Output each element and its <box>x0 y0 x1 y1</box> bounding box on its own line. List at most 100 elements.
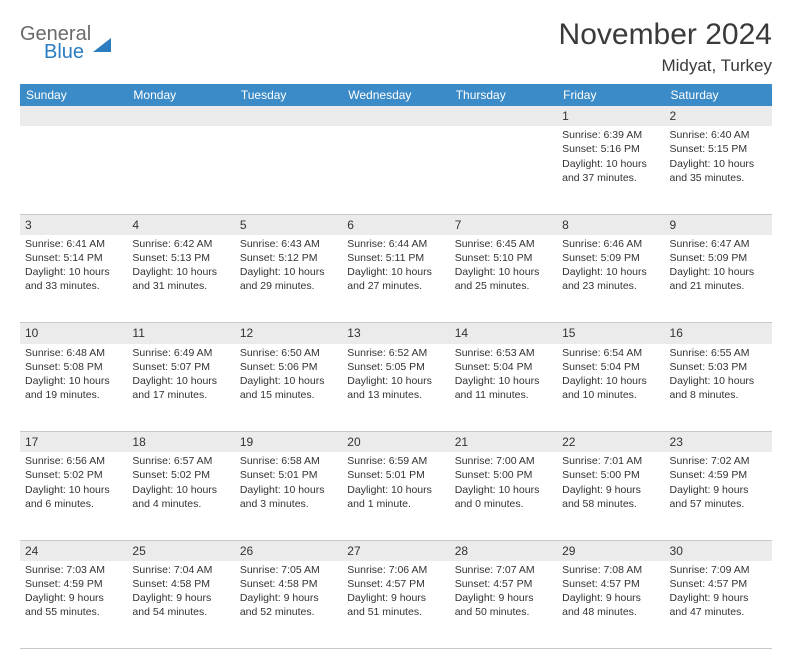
daylight-line: Daylight: 10 hours and 29 minutes. <box>240 265 337 293</box>
day-number <box>342 106 449 126</box>
day-cell: Sunrise: 6:48 AMSunset: 5:08 PMDaylight:… <box>20 344 127 432</box>
sunrise-line: Sunrise: 6:43 AM <box>240 237 337 251</box>
sunrise-line: Sunrise: 7:02 AM <box>670 454 767 468</box>
daylight-line: Daylight: 10 hours and 3 minutes. <box>240 483 337 511</box>
day-number: 1 <box>557 106 664 126</box>
day-cell: Sunrise: 6:49 AMSunset: 5:07 PMDaylight:… <box>127 344 234 432</box>
sunrise-line: Sunrise: 6:47 AM <box>670 237 767 251</box>
day-cell <box>20 126 127 214</box>
sunrise-line: Sunrise: 7:06 AM <box>347 563 444 577</box>
sunrise-line: Sunrise: 7:01 AM <box>562 454 659 468</box>
sunset-line: Sunset: 5:01 PM <box>347 468 444 482</box>
weekday-header: Saturday <box>665 84 772 106</box>
sunrise-line: Sunrise: 6:41 AM <box>25 237 122 251</box>
day-cell: Sunrise: 6:54 AMSunset: 5:04 PMDaylight:… <box>557 344 664 432</box>
day-data-row: Sunrise: 6:56 AMSunset: 5:02 PMDaylight:… <box>20 452 772 540</box>
daylight-line: Daylight: 9 hours and 57 minutes. <box>670 483 767 511</box>
daylight-line: Daylight: 10 hours and 0 minutes. <box>455 483 552 511</box>
day-cell <box>235 126 342 214</box>
day-cell: Sunrise: 6:40 AMSunset: 5:15 PMDaylight:… <box>665 126 772 214</box>
daylight-line: Daylight: 10 hours and 33 minutes. <box>25 265 122 293</box>
sunset-line: Sunset: 4:58 PM <box>132 577 229 591</box>
day-number: 8 <box>557 214 664 235</box>
header: General Blue November 2024 Midyat, Turke… <box>20 18 772 76</box>
sunset-line: Sunset: 4:57 PM <box>455 577 552 591</box>
day-number: 22 <box>557 432 664 453</box>
location-subtitle: Midyat, Turkey <box>559 56 772 76</box>
day-cell: Sunrise: 7:04 AMSunset: 4:58 PMDaylight:… <box>127 561 234 649</box>
day-number <box>20 106 127 126</box>
day-number: 2 <box>665 106 772 126</box>
daylight-line: Daylight: 10 hours and 17 minutes. <box>132 374 229 402</box>
day-cell: Sunrise: 6:46 AMSunset: 5:09 PMDaylight:… <box>557 235 664 323</box>
day-cell: Sunrise: 7:00 AMSunset: 5:00 PMDaylight:… <box>450 452 557 540</box>
day-number: 4 <box>127 214 234 235</box>
sunrise-line: Sunrise: 6:53 AM <box>455 346 552 360</box>
day-number: 19 <box>235 432 342 453</box>
sunset-line: Sunset: 5:09 PM <box>562 251 659 265</box>
daylight-line: Daylight: 10 hours and 19 minutes. <box>25 374 122 402</box>
sunrise-line: Sunrise: 6:52 AM <box>347 346 444 360</box>
sunrise-line: Sunrise: 6:39 AM <box>562 128 659 142</box>
daylight-line: Daylight: 10 hours and 21 minutes. <box>670 265 767 293</box>
sunset-line: Sunset: 5:15 PM <box>670 142 767 156</box>
day-number: 14 <box>450 323 557 344</box>
day-cell: Sunrise: 7:01 AMSunset: 5:00 PMDaylight:… <box>557 452 664 540</box>
sunset-line: Sunset: 5:03 PM <box>670 360 767 374</box>
sunset-line: Sunset: 5:10 PM <box>455 251 552 265</box>
sunrise-line: Sunrise: 7:00 AM <box>455 454 552 468</box>
day-number: 6 <box>342 214 449 235</box>
day-number: 26 <box>235 540 342 561</box>
sunset-line: Sunset: 5:01 PM <box>240 468 337 482</box>
day-number <box>450 106 557 126</box>
weekday-header: Wednesday <box>342 84 449 106</box>
daylight-line: Daylight: 10 hours and 37 minutes. <box>562 157 659 185</box>
day-number: 28 <box>450 540 557 561</box>
sunrise-line: Sunrise: 7:07 AM <box>455 563 552 577</box>
sunrise-line: Sunrise: 6:40 AM <box>670 128 767 142</box>
sunrise-line: Sunrise: 6:49 AM <box>132 346 229 360</box>
day-cell <box>450 126 557 214</box>
sunset-line: Sunset: 5:02 PM <box>132 468 229 482</box>
sunrise-line: Sunrise: 7:09 AM <box>670 563 767 577</box>
calendar-page: General Blue November 2024 Midyat, Turke… <box>0 0 792 659</box>
day-number <box>235 106 342 126</box>
day-cell: Sunrise: 7:06 AMSunset: 4:57 PMDaylight:… <box>342 561 449 649</box>
day-cell: Sunrise: 6:42 AMSunset: 5:13 PMDaylight:… <box>127 235 234 323</box>
sunset-line: Sunset: 5:09 PM <box>670 251 767 265</box>
day-data-row: Sunrise: 6:41 AMSunset: 5:14 PMDaylight:… <box>20 235 772 323</box>
daylight-line: Daylight: 10 hours and 15 minutes. <box>240 374 337 402</box>
day-cell: Sunrise: 6:43 AMSunset: 5:12 PMDaylight:… <box>235 235 342 323</box>
sunrise-line: Sunrise: 6:48 AM <box>25 346 122 360</box>
sunset-line: Sunset: 5:14 PM <box>25 251 122 265</box>
sunset-line: Sunset: 5:00 PM <box>455 468 552 482</box>
logo-bottom: Blue <box>44 42 91 62</box>
sunset-line: Sunset: 5:06 PM <box>240 360 337 374</box>
sunrise-line: Sunrise: 7:04 AM <box>132 563 229 577</box>
day-number-row: 17181920212223 <box>20 432 772 453</box>
daylight-line: Daylight: 10 hours and 1 minute. <box>347 483 444 511</box>
sunrise-line: Sunrise: 6:46 AM <box>562 237 659 251</box>
day-number: 17 <box>20 432 127 453</box>
day-number-row: 10111213141516 <box>20 323 772 344</box>
sunrise-line: Sunrise: 7:05 AM <box>240 563 337 577</box>
sunset-line: Sunset: 5:16 PM <box>562 142 659 156</box>
day-number: 11 <box>127 323 234 344</box>
page-title: November 2024 <box>559 18 772 52</box>
daylight-line: Daylight: 10 hours and 27 minutes. <box>347 265 444 293</box>
day-cell: Sunrise: 7:09 AMSunset: 4:57 PMDaylight:… <box>665 561 772 649</box>
sunrise-line: Sunrise: 6:45 AM <box>455 237 552 251</box>
daylight-line: Daylight: 10 hours and 10 minutes. <box>562 374 659 402</box>
day-number-row: 3456789 <box>20 214 772 235</box>
sunrise-line: Sunrise: 6:44 AM <box>347 237 444 251</box>
day-cell: Sunrise: 6:55 AMSunset: 5:03 PMDaylight:… <box>665 344 772 432</box>
daylight-line: Daylight: 9 hours and 58 minutes. <box>562 483 659 511</box>
daylight-line: Daylight: 9 hours and 48 minutes. <box>562 591 659 619</box>
sunset-line: Sunset: 5:04 PM <box>562 360 659 374</box>
daylight-line: Daylight: 10 hours and 23 minutes. <box>562 265 659 293</box>
day-cell: Sunrise: 7:02 AMSunset: 4:59 PMDaylight:… <box>665 452 772 540</box>
weekday-header: Friday <box>557 84 664 106</box>
day-cell: Sunrise: 6:44 AMSunset: 5:11 PMDaylight:… <box>342 235 449 323</box>
daylight-line: Daylight: 10 hours and 11 minutes. <box>455 374 552 402</box>
day-number: 21 <box>450 432 557 453</box>
